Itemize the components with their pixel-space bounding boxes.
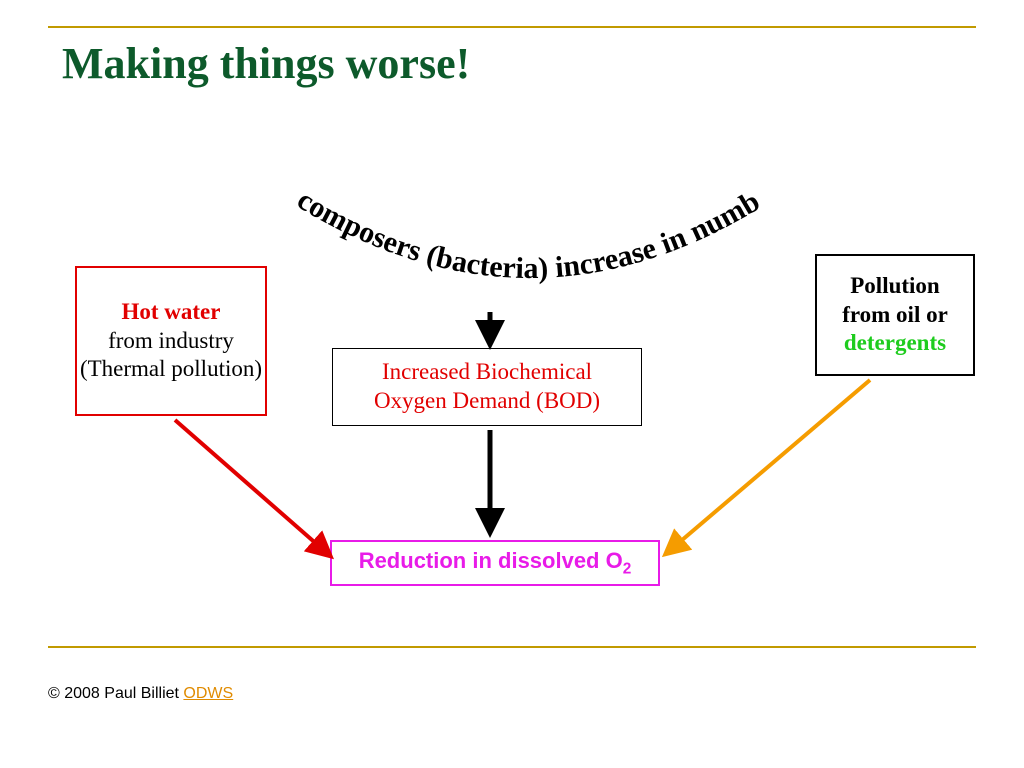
page-title: Making things worse! [62, 38, 976, 89]
header: Making things worse! [48, 26, 976, 89]
from-industry-label: from industry [108, 328, 234, 353]
box-pollution: Pollution from oil or detergents [815, 254, 975, 376]
bottom-rule [48, 646, 976, 648]
detergents-label: detergents [844, 330, 946, 355]
arrow-hotwater-to-reduction [175, 420, 328, 554]
decomposers-wordart: Decomposers (bacteria) increase in numbe… [280, 178, 780, 328]
wordart-text: Decomposers (bacteria) increase in numbe… [280, 178, 765, 285]
o2-subscript: 2 [623, 561, 632, 578]
box-bod: Increased Biochemical Oxygen Demand (BOD… [332, 348, 642, 426]
bod-line1: Increased Biochemical [382, 359, 592, 384]
odws-link[interactable]: ODWS [183, 685, 233, 702]
svg-text:Decomposers (bacteria) increas: Decomposers (bacteria) increase in numbe… [280, 178, 765, 285]
pollution-line1: Pollution [850, 273, 939, 298]
title-top-rule [48, 26, 976, 28]
pollution-line2: from oil or [842, 302, 948, 327]
hot-water-label: Hot water [121, 299, 220, 324]
box-hot-water: Hot water from industry (Thermal polluti… [75, 266, 267, 416]
thermal-pollution-label: (Thermal pollution) [80, 356, 262, 381]
box-reduction-o2: Reduction in dissolved O2 [330, 540, 660, 586]
copyright-text: © 2008 Paul Billiet [48, 685, 183, 702]
reduction-label: Reduction in dissolved O [359, 548, 623, 573]
arrow-pollution-to-reduction [668, 380, 870, 552]
bod-line2: Oxygen Demand (BOD) [374, 388, 600, 413]
footer: © 2008 Paul Billiet ODWS [48, 685, 233, 703]
